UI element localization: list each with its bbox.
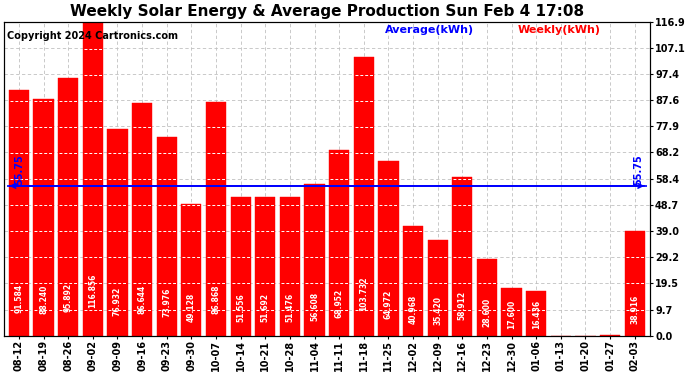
Text: 51.556: 51.556 [236,293,245,322]
Bar [83,22,103,336]
Bar [34,99,54,336]
Bar [452,177,473,336]
Text: 51.476: 51.476 [286,292,295,322]
Text: Average(kWh): Average(kWh) [385,25,474,35]
Text: 73.976: 73.976 [162,288,171,317]
Text: 40.968: 40.968 [408,295,417,324]
Bar [108,129,128,336]
Text: 17.600: 17.600 [507,300,516,329]
Text: 86.644: 86.644 [137,285,146,314]
Text: 64.972: 64.972 [384,290,393,319]
Bar [206,102,226,336]
Bar [624,231,645,336]
Text: 116.856: 116.856 [88,273,97,308]
Text: 88.240: 88.240 [39,285,48,314]
Bar [378,161,399,336]
Bar [132,103,152,336]
Text: 51.692: 51.692 [261,293,270,322]
Text: 38.916: 38.916 [630,295,639,324]
Bar [526,291,546,336]
Text: Weekly(kWh): Weekly(kWh) [518,25,600,35]
Text: 103.732: 103.732 [359,276,368,310]
Title: Weekly Solar Energy & Average Production Sun Feb 4 17:08: Weekly Solar Energy & Average Production… [70,4,584,19]
Text: 95.892: 95.892 [63,283,72,312]
Bar [428,240,448,336]
Bar [181,204,201,336]
Text: 91.584: 91.584 [14,284,23,313]
Text: 35.420: 35.420 [433,296,442,325]
Text: 49.128: 49.128 [187,293,196,322]
Text: 86.868: 86.868 [212,285,221,314]
Bar [304,184,324,336]
Text: Copyright 2024 Cartronics.com: Copyright 2024 Cartronics.com [8,31,179,41]
Bar [354,57,374,336]
Text: 55.75: 55.75 [14,154,24,184]
Text: 28.600: 28.600 [482,297,491,327]
Bar [280,197,300,336]
Bar [502,288,522,336]
Text: 68.952: 68.952 [335,289,344,318]
Bar [58,78,78,336]
Bar [329,150,349,336]
Bar [9,90,29,336]
Text: 76.932: 76.932 [113,287,122,316]
Bar [403,226,423,336]
Bar [230,197,250,336]
Text: 56.608: 56.608 [310,292,319,321]
Text: 16.436: 16.436 [532,300,541,329]
Text: 58.912: 58.912 [458,291,467,320]
Bar [477,259,497,336]
Bar [157,137,177,336]
Bar [255,197,275,336]
Text: 55.75: 55.75 [633,154,644,184]
Bar [600,335,620,336]
